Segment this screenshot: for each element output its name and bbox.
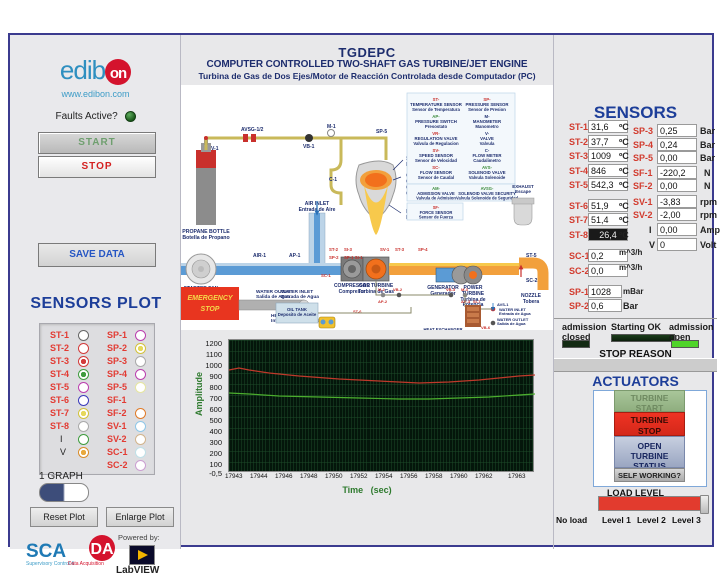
- svg-text:SC-2: SC-2: [526, 278, 538, 284]
- svg-text:C-1: C-1: [329, 177, 337, 183]
- svg-text:Entrada de Agua: Entrada de Agua: [281, 294, 319, 300]
- svg-text:EMERGENCY: EMERGENCY: [187, 295, 233, 302]
- svg-text:VB-3: VB-3: [446, 287, 456, 292]
- svg-text:AP-3: AP-3: [461, 299, 471, 304]
- svg-text:SP-1 SI-1: SP-1 SI-1: [344, 255, 363, 260]
- svg-text:SP-5: SP-5: [376, 129, 387, 135]
- svg-text:Valvula de Regulacion: Valvula de Regulacion: [413, 141, 459, 146]
- svg-text:Presostato: Presostato: [425, 124, 448, 129]
- svg-text:SV-1: SV-1: [380, 247, 390, 252]
- svg-text:VB-1: VB-1: [303, 144, 315, 150]
- svg-text:Deposito de Aceite: Deposito de Aceite: [278, 312, 317, 317]
- svg-text:ST-2: ST-2: [329, 247, 339, 252]
- svg-text:AIR-1: AIR-1: [253, 253, 266, 259]
- svg-text:M-2: M-2: [378, 287, 386, 292]
- svg-text:Entrada de Agua: Entrada de Agua: [499, 311, 531, 316]
- svg-text:HEAT EXCHANGER: HEAT EXCHANGER: [423, 327, 462, 330]
- svg-text:M-1: M-1: [327, 124, 336, 130]
- svg-text:Escape: Escape: [515, 189, 531, 194]
- svg-text:SC-1: SC-1: [321, 273, 331, 278]
- svg-text:on: on: [110, 65, 127, 82]
- svg-text:Manometro: Manometro: [475, 124, 499, 129]
- svg-text:VB-2: VB-2: [393, 287, 403, 292]
- svg-text:DA: DA: [90, 541, 114, 558]
- svg-text:Valvula Solenoide: Valvula Solenoide: [469, 175, 506, 180]
- svg-text:Valvula Solenoide de Seguridad: Valvula Solenoide de Seguridad: [456, 196, 518, 201]
- svg-text:M-3: M-3: [461, 287, 469, 292]
- svg-text:SP-4: SP-4: [418, 247, 428, 252]
- svg-text:AVSG-1/2: AVSG-1/2: [241, 127, 264, 133]
- svg-text:ST-5: ST-5: [526, 253, 537, 259]
- svg-text:Caudalimetro: Caudalimetro: [473, 158, 501, 163]
- svg-text:AP-2: AP-2: [378, 299, 388, 304]
- svg-text:STOP: STOP: [201, 306, 220, 313]
- svg-text:Botella de Propano: Botella de Propano: [182, 235, 229, 241]
- svg-text:Tobera: Tobera: [523, 299, 540, 305]
- svg-text:Sensor de Velocidad: Sensor de Velocidad: [415, 158, 457, 163]
- svg-text:Valvula de Admision: Valvula de Admision: [416, 196, 456, 201]
- svg-text:SP-2: SP-2: [329, 255, 339, 260]
- svg-text:ST-3: ST-3: [395, 247, 405, 252]
- svg-text:Sensor de Fuerza: Sensor de Fuerza: [419, 215, 454, 220]
- svg-text:SI-7: SI-7: [473, 299, 481, 304]
- svg-text:Data Acquisition: Data Acquisition: [68, 561, 104, 567]
- svg-text:Sensor de Temperatura: Sensor de Temperatura: [412, 107, 460, 112]
- svg-text:Sensor de Caudal: Sensor de Caudal: [418, 175, 454, 180]
- svg-text:Valvula: Valvula: [480, 141, 495, 146]
- svg-text:Salida de Agua: Salida de Agua: [497, 321, 526, 326]
- svg-text:V-1: V-1: [211, 146, 219, 152]
- svg-text:SI-3: SI-3: [344, 247, 352, 252]
- svg-text:SCA: SCA: [26, 541, 66, 562]
- svg-text:AP-1: AP-1: [289, 253, 301, 259]
- svg-text:Sensor de Presion: Sensor de Presion: [468, 107, 506, 112]
- svg-text:VB-6: VB-6: [481, 325, 491, 330]
